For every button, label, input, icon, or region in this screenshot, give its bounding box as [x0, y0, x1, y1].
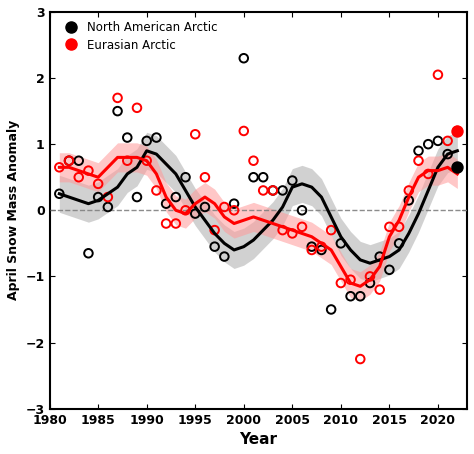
Point — [240, 127, 247, 134]
Point — [356, 355, 364, 363]
Y-axis label: April Snow Mass Anomaly: April Snow Mass Anomaly — [7, 120, 20, 301]
Point — [104, 193, 112, 201]
Point — [114, 108, 121, 115]
Point — [172, 220, 180, 227]
Point — [114, 94, 121, 102]
Point — [289, 230, 296, 237]
Point — [94, 180, 102, 188]
Point — [308, 247, 316, 254]
Point — [220, 203, 228, 211]
Point — [191, 210, 199, 217]
Point — [240, 54, 247, 62]
Point — [386, 266, 393, 273]
Point — [434, 71, 442, 79]
Point — [298, 223, 306, 231]
Point — [94, 193, 102, 201]
Point — [65, 157, 73, 164]
Point — [318, 243, 325, 250]
Point — [75, 157, 82, 164]
Point — [289, 177, 296, 184]
Point — [153, 134, 160, 141]
Point — [279, 187, 286, 194]
Point — [153, 187, 160, 194]
Point — [259, 187, 267, 194]
Point — [211, 227, 219, 234]
Point — [318, 247, 325, 254]
Point — [201, 203, 209, 211]
Point — [85, 250, 92, 257]
Point — [424, 141, 432, 148]
Point — [172, 193, 180, 201]
Point — [143, 137, 150, 144]
Point — [444, 137, 451, 144]
Point — [133, 193, 141, 201]
Point — [250, 173, 257, 181]
Point — [250, 157, 257, 164]
Point — [133, 104, 141, 111]
Point — [75, 173, 82, 181]
Point — [356, 293, 364, 300]
Point — [405, 187, 412, 194]
Point — [220, 253, 228, 260]
Point — [55, 164, 63, 171]
Point — [337, 240, 345, 247]
Point — [65, 157, 73, 164]
Point — [454, 127, 461, 134]
Point — [124, 134, 131, 141]
Point — [454, 164, 461, 171]
Point — [308, 243, 316, 250]
Point — [347, 276, 355, 283]
Point — [211, 243, 219, 250]
Point — [85, 167, 92, 174]
Point — [182, 173, 189, 181]
Point — [386, 223, 393, 231]
Point — [424, 170, 432, 178]
Point — [259, 173, 267, 181]
Point — [415, 147, 422, 154]
Point — [444, 150, 451, 158]
Point — [366, 279, 374, 286]
Point — [366, 273, 374, 280]
Point — [124, 157, 131, 164]
Point — [162, 200, 170, 207]
X-axis label: Year: Year — [239, 432, 277, 447]
Point — [454, 127, 461, 134]
Point — [434, 137, 442, 144]
Point — [182, 207, 189, 214]
Point — [328, 227, 335, 234]
Point — [415, 157, 422, 164]
Legend: North American Arctic, Eurasian Arctic: North American Arctic, Eurasian Arctic — [55, 18, 221, 55]
Point — [454, 164, 461, 171]
Point — [230, 207, 238, 214]
Point — [162, 220, 170, 227]
Point — [298, 207, 306, 214]
Point — [230, 200, 238, 207]
Point — [376, 286, 383, 293]
Point — [55, 190, 63, 197]
Point — [395, 223, 403, 231]
Point — [104, 203, 112, 211]
Point — [337, 279, 345, 286]
Point — [395, 240, 403, 247]
Point — [143, 157, 150, 164]
Point — [269, 187, 277, 194]
Point — [376, 253, 383, 260]
Point — [269, 187, 277, 194]
Point — [328, 306, 335, 313]
Point — [191, 131, 199, 138]
Point — [405, 197, 412, 204]
Point — [201, 173, 209, 181]
Point — [347, 293, 355, 300]
Point — [279, 227, 286, 234]
